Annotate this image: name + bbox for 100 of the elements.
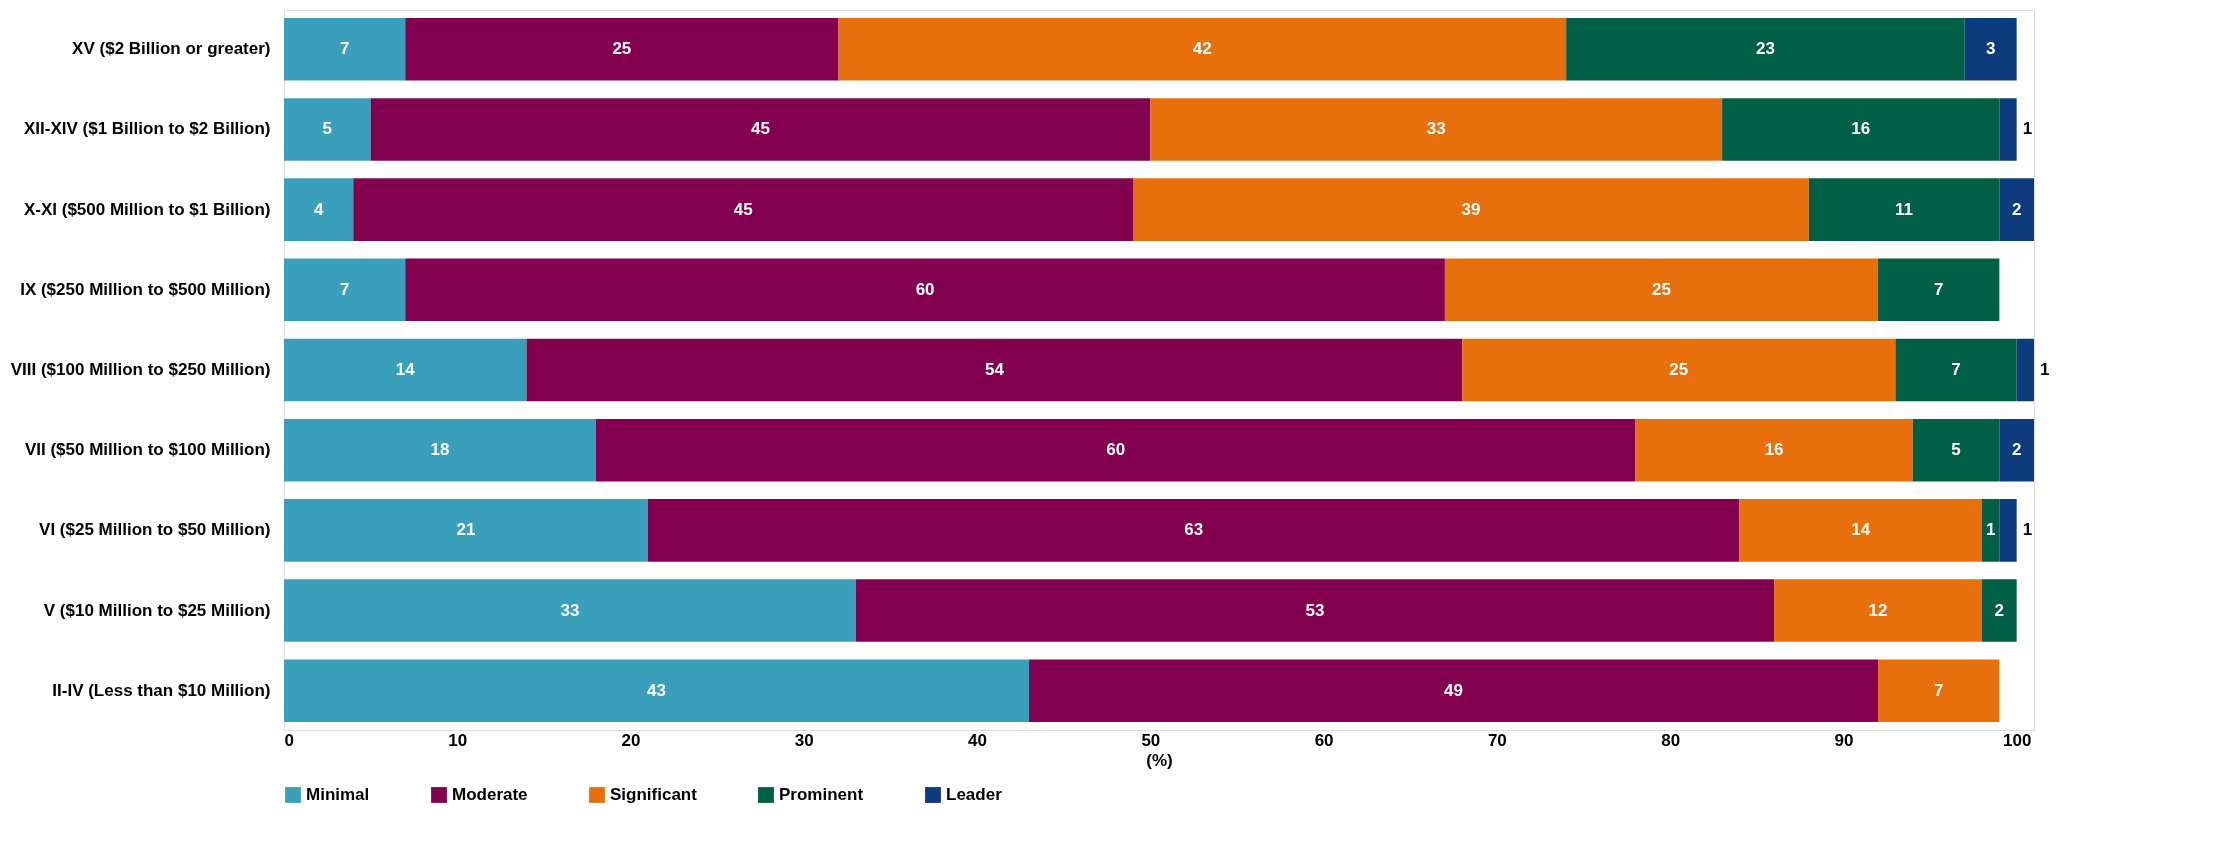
bar (1029, 659, 1879, 722)
bar (647, 499, 1740, 562)
data-label: 33 (560, 600, 580, 620)
data-label: 14 (395, 360, 416, 379)
data-label: 45 (751, 119, 770, 139)
data-label: 63 (1184, 520, 1204, 540)
x-tick-label: 90 (1834, 730, 1854, 750)
legend-label: Leader (946, 785, 1003, 804)
y-tick-label: II-IV (Less than $10 Million) (52, 680, 271, 700)
bar (1999, 418, 2034, 482)
bar (838, 18, 1567, 81)
x-tick-label: 80 (1661, 730, 1681, 750)
data-label: 33 (1426, 119, 1446, 139)
data-label: 7 (339, 39, 350, 59)
x-tick-label: 50 (1141, 730, 1161, 750)
bar (284, 98, 371, 161)
bar (1982, 579, 2017, 642)
data-label: 54 (984, 360, 1005, 379)
bar (284, 418, 596, 482)
data-label: 53 (1305, 600, 1325, 620)
bar (2016, 338, 2034, 402)
data-label: 1 (2022, 119, 2033, 139)
data-label: 4 (313, 199, 324, 219)
y-tick-label: VIII ($100 Million to $250 Million) (10, 360, 271, 379)
data-label: 2 (2011, 440, 2022, 460)
data-label: 5 (1951, 440, 1961, 460)
bar (1444, 258, 1879, 322)
bar (353, 178, 1134, 241)
data-label: 5 (322, 119, 333, 139)
bar (595, 418, 1636, 482)
bar (1999, 98, 2017, 161)
bar (284, 18, 406, 81)
y-tick-label: VI ($25 Million to $50 Million) (39, 520, 271, 540)
data-label: 42 (1192, 39, 1212, 59)
data-label: 18 (430, 440, 450, 460)
data-label: 1 (2040, 360, 2050, 379)
x-tick-label: 40 (968, 730, 988, 750)
data-label: 25 (1652, 279, 1671, 299)
bar (1999, 499, 2017, 562)
data-label: 3 (1985, 39, 1996, 59)
data-label: 7 (1951, 360, 1961, 379)
y-tick-label: XII-XIV ($1 Billion to $2 Billion) (23, 119, 271, 139)
bar (855, 579, 1775, 642)
bar (284, 499, 648, 562)
bar (370, 98, 1151, 161)
bar (1982, 499, 2000, 562)
data-label: 16 (1851, 119, 1871, 139)
x-tick-label: 60 (1314, 730, 1334, 750)
bar (1150, 98, 1723, 161)
data-label: 21 (456, 520, 476, 540)
data-label: 1 (2022, 520, 2033, 540)
bar (1566, 18, 1965, 81)
legend-label: Significant (610, 785, 698, 804)
bar (284, 659, 1030, 722)
data-label: 7 (1933, 680, 1944, 700)
data-label: 12 (1868, 600, 1888, 620)
data-label: 7 (1933, 279, 1944, 299)
bar (1878, 659, 2000, 722)
x-tick-label: 100 (2002, 730, 2032, 750)
bar (1722, 98, 2000, 161)
legend-label: Minimal (306, 785, 370, 804)
x-tick-label: 70 (1487, 730, 1507, 750)
legend-label: Moderate (452, 785, 528, 804)
bar (1808, 178, 2000, 241)
bar (1964, 18, 2017, 81)
bar (284, 178, 354, 241)
data-label: 49 (1444, 680, 1464, 700)
bar (1133, 178, 1809, 241)
data-label: 39 (1461, 199, 1481, 219)
data-label: 45 (733, 199, 753, 219)
data-label: 60 (1106, 440, 1126, 460)
bar (284, 338, 527, 402)
data-label: 16 (1764, 440, 1784, 460)
data-label: 23 (1755, 39, 1775, 59)
bar (1895, 338, 2017, 402)
bar (1462, 338, 1896, 402)
data-label: 25 (1669, 360, 1689, 379)
data-label: 11 (1895, 199, 1914, 219)
data-label: 60 (915, 279, 935, 299)
data-label: 43 (647, 680, 666, 700)
y-tick-label: XV ($2 Billion or greater) (72, 39, 271, 59)
y-tick-label: IX ($250 Million to $500 Million) (20, 279, 271, 299)
bar (405, 18, 839, 81)
x-axis-title: (%) (1146, 750, 1173, 770)
y-tick-label: V ($10 Million to $25 Million) (43, 600, 271, 620)
bar (526, 338, 1463, 402)
bar (1912, 418, 2000, 482)
data-label: 25 (612, 39, 632, 59)
bar (1878, 258, 2000, 322)
data-label: 1 (1985, 520, 1996, 540)
data-label: 7 (339, 279, 350, 299)
x-tick-label: 10 (448, 730, 468, 750)
bar (1635, 418, 1913, 482)
bar (284, 579, 856, 642)
x-tick-label: 20 (621, 730, 641, 750)
x-tick-label: 30 (794, 730, 814, 750)
x-tick-label: 0 (284, 730, 294, 750)
legend-label: Prominent (779, 785, 864, 804)
bar (284, 258, 406, 322)
y-tick-label: VII ($50 Million to $100 Million) (24, 440, 271, 460)
